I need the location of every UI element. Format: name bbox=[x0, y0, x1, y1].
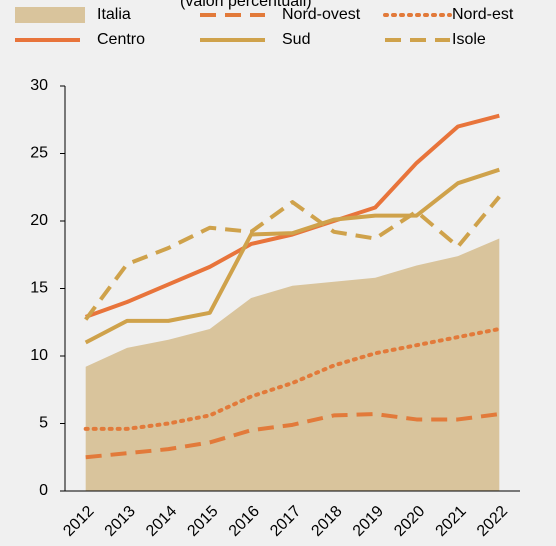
x-tick-label: 2013 bbox=[102, 503, 139, 540]
x-tick-label: 2020 bbox=[391, 503, 428, 540]
legend-label: Isole bbox=[452, 31, 486, 48]
x-tick-label: 2014 bbox=[143, 503, 180, 540]
legend-label: Sud bbox=[282, 31, 310, 48]
chart-subtitle: (valori percentuali) bbox=[180, 0, 312, 10]
x-tick-label: 2021 bbox=[433, 503, 470, 540]
y-tick-label: 0 bbox=[39, 482, 48, 499]
x-tick-label: 2015 bbox=[184, 503, 221, 540]
y-tick-label: 20 bbox=[30, 212, 48, 229]
x-tick-label: 2017 bbox=[267, 503, 304, 540]
y-tick-label: 30 bbox=[30, 77, 48, 94]
legend-swatch bbox=[15, 7, 85, 23]
y-tick-label: 25 bbox=[30, 145, 48, 162]
legend-label: Italia bbox=[97, 6, 131, 23]
legend-label: Nord-ovest bbox=[282, 6, 361, 23]
x-tick-label: 2012 bbox=[60, 503, 97, 540]
legend-label: Centro bbox=[97, 31, 145, 48]
line bbox=[84, 167, 500, 345]
line bbox=[83, 327, 502, 431]
legend-label: Nord-est bbox=[452, 6, 514, 23]
x-tick-label: 2016 bbox=[226, 503, 263, 540]
line bbox=[84, 195, 501, 321]
x-tick-label: 2022 bbox=[474, 503, 511, 540]
y-tick-label: 10 bbox=[30, 347, 48, 364]
y-tick-label: 15 bbox=[30, 280, 48, 297]
area bbox=[85, 238, 500, 491]
x-tick-label: 2019 bbox=[350, 503, 387, 540]
y-tick-label: 5 bbox=[39, 415, 48, 432]
line bbox=[85, 412, 500, 460]
x-tick-label: 2018 bbox=[308, 503, 345, 540]
